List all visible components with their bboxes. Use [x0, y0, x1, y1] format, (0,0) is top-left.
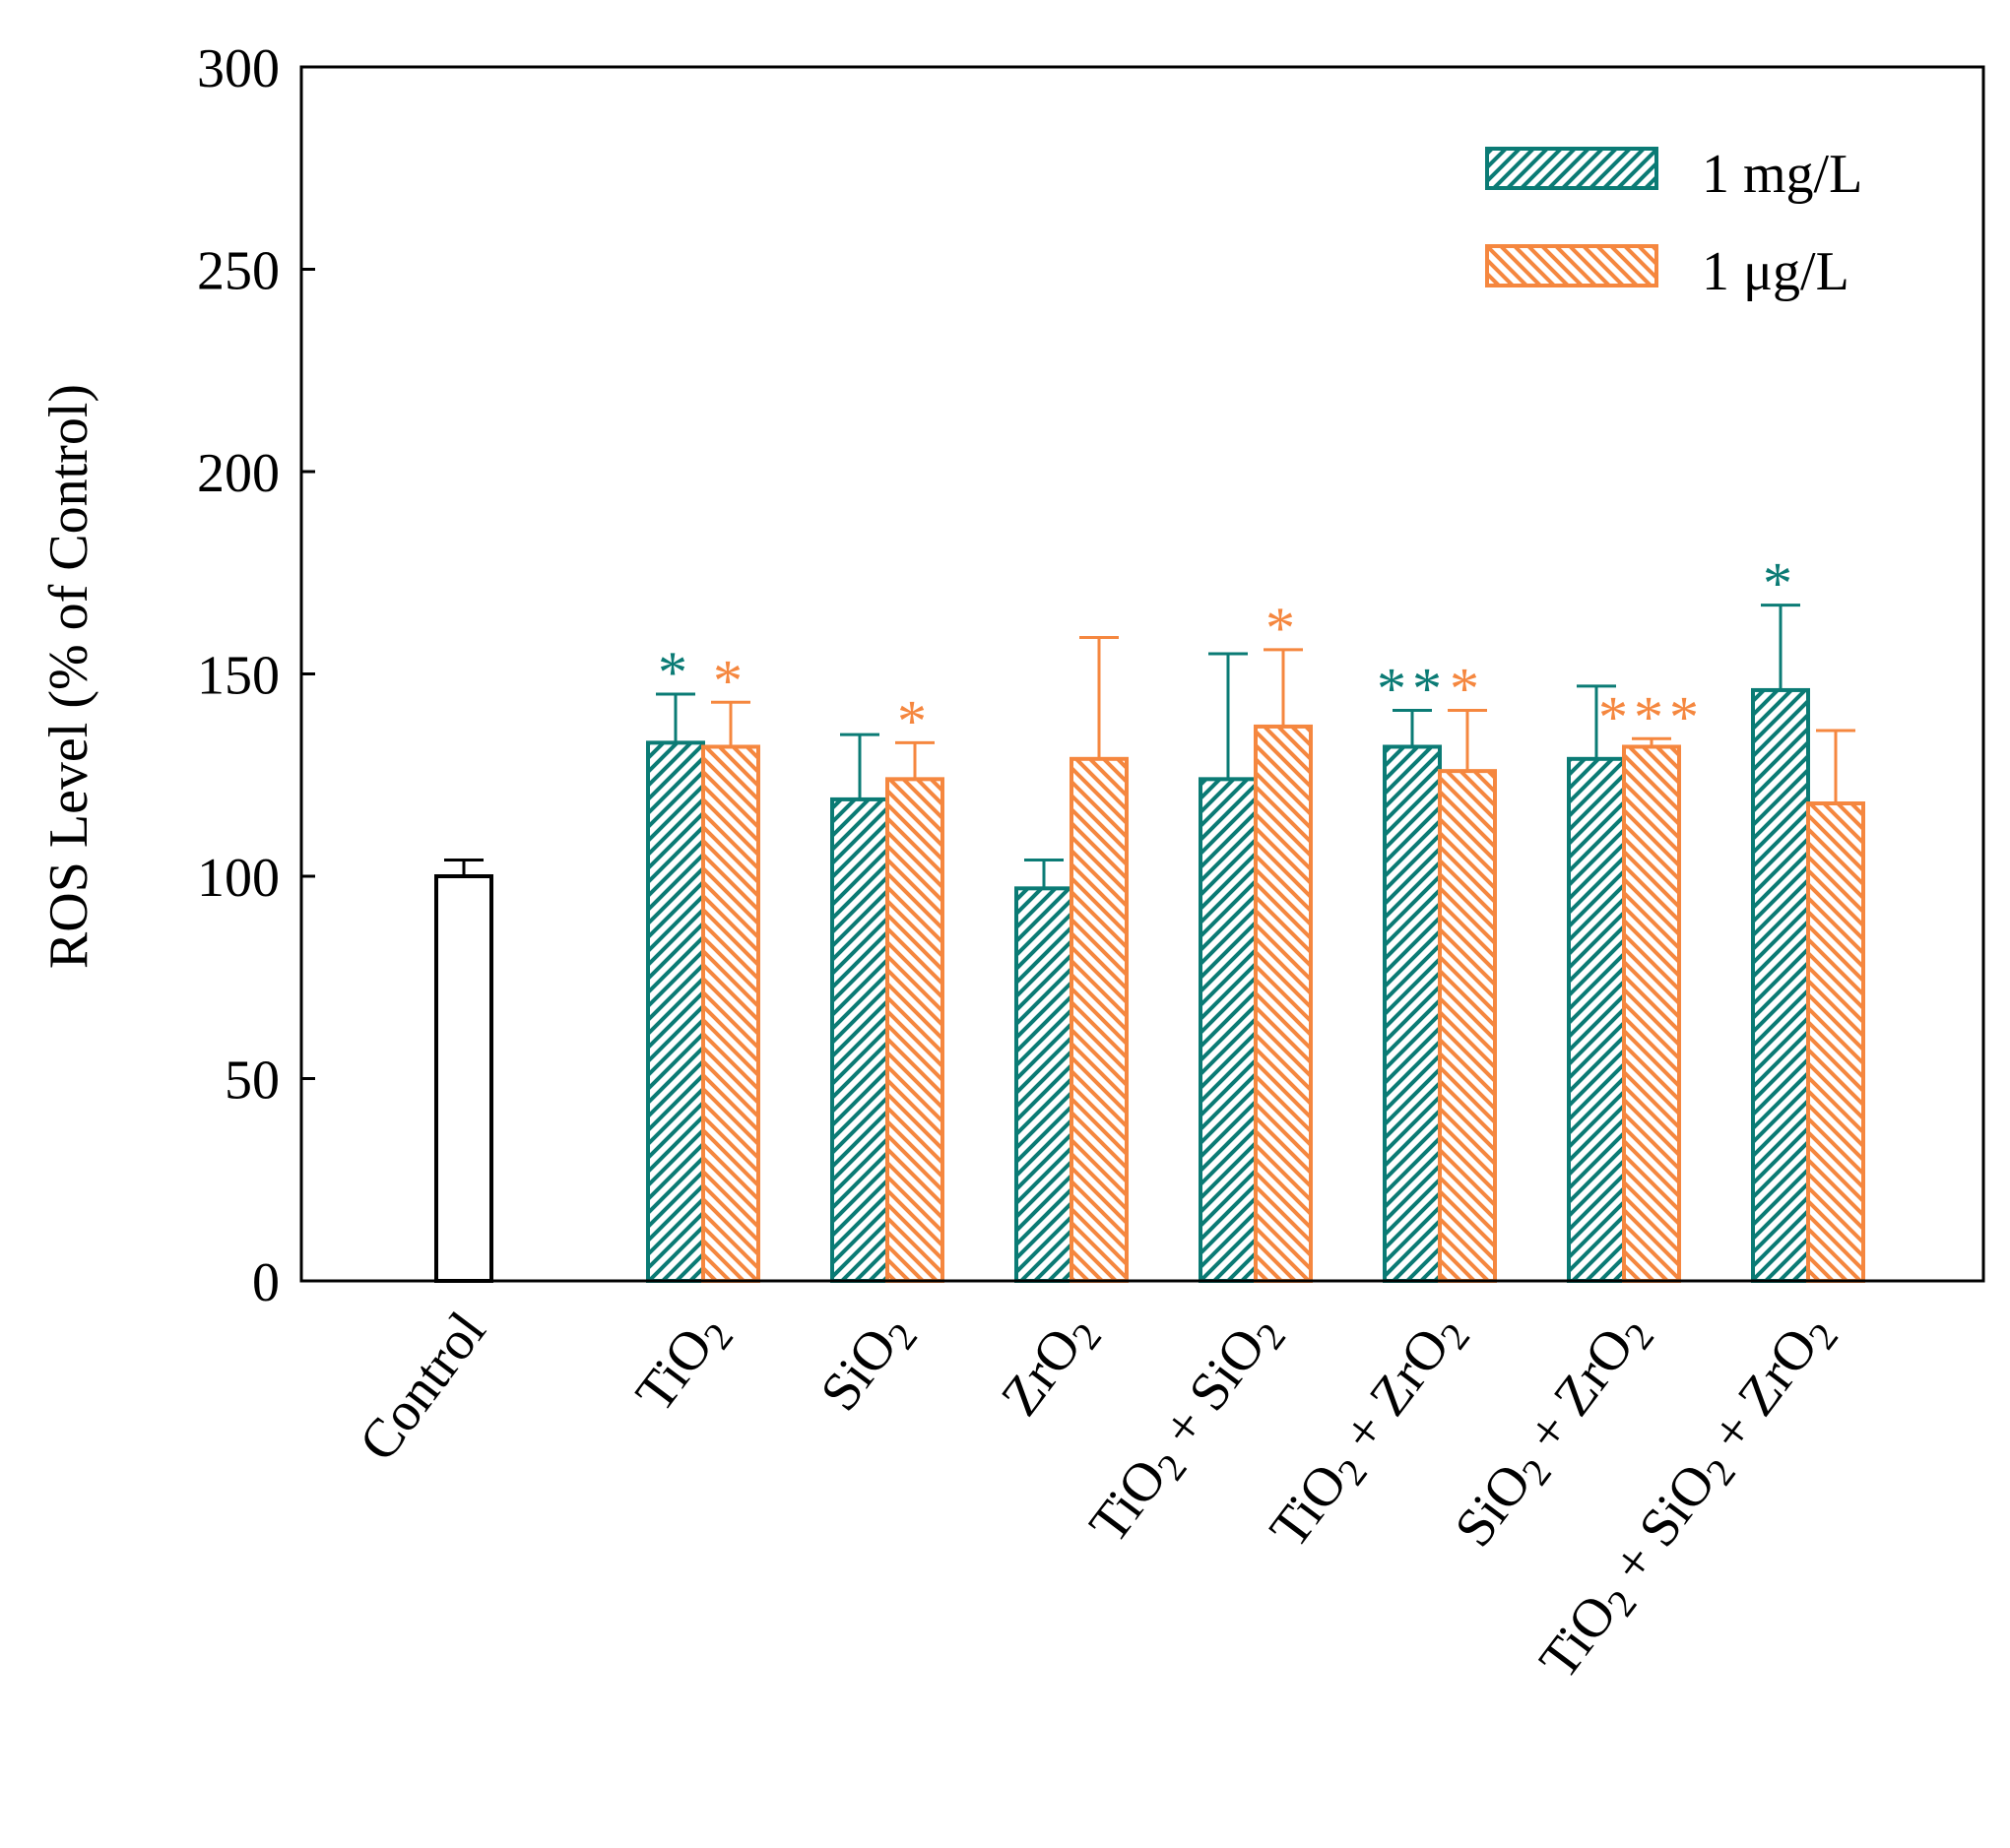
y-axis-ticks: 0 50 100 150 200 250 300 [197, 38, 315, 1313]
y-axis-title: ROS Level (% of Control) [38, 384, 99, 969]
bar-1ug-2 [1070, 756, 1129, 1283]
plot-frame [299, 65, 1985, 1283]
y-tick-label: 150 [197, 646, 280, 707]
bar-1ug-4 [1438, 769, 1497, 1283]
bar-1ug-3 [1254, 724, 1313, 1283]
significance-star: * [1763, 551, 1798, 616]
bar-1mg-3 [1199, 777, 1258, 1283]
legend-swatch-1ug [1485, 244, 1658, 287]
significance-star: *** [1598, 684, 1705, 749]
legend-label-1ug: 1 μg/L [1702, 241, 1849, 302]
y-tick-label: 0 [252, 1252, 280, 1313]
bar-1mg-4 [1383, 744, 1442, 1283]
bar-1ug-0 [701, 744, 760, 1283]
category-label-1: SiO2 [809, 1302, 926, 1427]
category-label-part: + ZrO [1507, 1316, 1647, 1473]
category-label-2: ZrO2 [990, 1302, 1110, 1431]
legend-label-1mg: 1 mg/L [1702, 144, 1862, 205]
y-tick-label: 100 [197, 848, 280, 909]
bar-1ug-6 [1806, 801, 1865, 1284]
bar-1mg-1 [830, 797, 889, 1283]
significance-star: * [897, 688, 933, 753]
bar-1mg-5 [1567, 756, 1626, 1283]
category-label-part: + SiO [1591, 1453, 1727, 1605]
category-label-part: Control [348, 1302, 498, 1473]
bar-1mg-2 [1014, 886, 1073, 1284]
y-tick-label: 300 [197, 38, 280, 99]
legend-swatch-1mg [1485, 147, 1658, 190]
bar-1mg-0 [646, 740, 705, 1283]
significance-star: * [1265, 596, 1301, 661]
significance-star: * [1450, 656, 1485, 721]
y-tick-label: 250 [197, 241, 280, 302]
significance-star: * [658, 640, 693, 705]
category-label-part: + ZrO [1691, 1316, 1831, 1473]
legend: 1 mg/L 1 μg/L [1485, 144, 1862, 302]
error-bars [444, 604, 1855, 889]
bar-control [434, 874, 493, 1283]
y-tick-label: 200 [197, 443, 280, 504]
category-label-part: + ZrO [1323, 1316, 1462, 1473]
significance-markers: * ***** * **** [658, 551, 1798, 754]
bar-1mg-6 [1751, 687, 1810, 1283]
y-tick-label: 50 [225, 1051, 280, 1112]
category-label-part: + SiO [1142, 1316, 1278, 1468]
bar-1ug-5 [1622, 744, 1681, 1283]
bar-1ug-1 [885, 777, 944, 1283]
significance-star: ** [1377, 656, 1448, 721]
bar-series [434, 687, 1865, 1284]
category-label-0: TiO2 [624, 1302, 742, 1427]
category-label-control: Control [348, 1302, 498, 1473]
significance-star: * [713, 648, 748, 713]
